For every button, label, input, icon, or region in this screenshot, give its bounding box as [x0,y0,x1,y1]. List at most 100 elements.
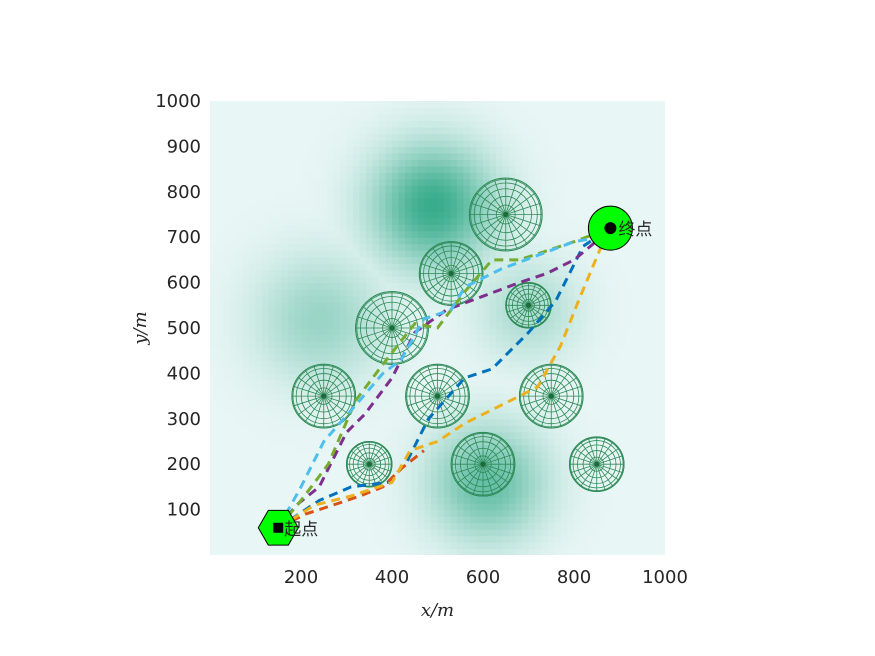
heatmap-cell [268,457,276,465]
heatmap-cell [613,334,621,342]
heatmap-cell [639,516,647,524]
heatmap-cell [242,340,250,349]
heatmap-cell [645,308,653,316]
heatmap-cell [262,295,270,303]
heatmap-cell [548,353,556,362]
heatmap-cell [580,503,588,511]
heatmap-cell [236,347,244,355]
heatmap-cell [340,451,348,459]
heatmap-cell [470,165,478,173]
heatmap-cell [216,438,224,446]
heatmap-cell [658,340,665,349]
heatmap-cell [619,334,627,342]
heatmap-cell [574,159,582,167]
heatmap-cell [385,542,393,550]
heatmap-cell [470,250,478,258]
heatmap-cell [587,250,595,258]
heatmap-cell [658,392,665,400]
heatmap-cell [288,185,296,193]
heatmap-cell [210,243,218,251]
heatmap-cell [522,457,530,465]
heatmap-cell [528,204,536,212]
heatmap-cell [450,321,458,329]
heatmap-cell [314,230,322,238]
heatmap-cell [333,425,341,433]
heatmap-cell [314,263,322,271]
heatmap-cell [288,243,296,251]
heatmap-cell [437,379,445,387]
heatmap-cell [359,535,367,543]
heatmap-cell [554,230,562,238]
heatmap-cell [418,237,426,245]
heatmap-cell [626,353,634,362]
heatmap-cell [210,496,218,504]
heatmap-cell [515,522,523,530]
heatmap-cell [489,152,497,160]
heatmap-cell [522,379,530,387]
heatmap-cell [353,185,361,193]
heatmap-cell [431,185,439,193]
heatmap-cell [593,490,601,498]
heatmap-cell [489,172,497,180]
heatmap-cell [483,107,491,115]
heatmap-cell [515,139,523,148]
heatmap-cell [327,457,335,465]
heatmap-cell [262,315,270,323]
heatmap-cell [262,276,270,284]
heatmap-cell [405,353,413,362]
heatmap-cell [476,165,484,173]
heatmap-cell [242,269,250,277]
heatmap-cell [548,243,556,251]
heatmap-cell [561,211,569,219]
heatmap-cell [372,120,380,128]
heatmap-cell [522,224,530,232]
heatmap-cell [658,542,665,550]
heatmap-cell [470,496,478,504]
heatmap-cell [255,496,263,504]
heatmap-cell [242,315,250,323]
heatmap-cell [437,347,445,355]
heatmap-cell [353,295,361,303]
heatmap-cell [288,120,296,128]
heatmap-cell [502,276,510,284]
heatmap-cell [489,256,497,264]
heatmap-cell [216,321,224,329]
heatmap-cell [587,198,595,206]
heatmap-cell [424,457,432,465]
heatmap-cell [379,522,387,530]
heatmap-cell [437,185,445,193]
heatmap-cell [288,295,296,303]
heatmap-cell [210,451,218,459]
heatmap-cell [405,107,413,115]
heatmap-cell [632,509,640,517]
heatmap-cell [535,483,543,491]
heatmap-cell [600,503,608,511]
heatmap-cell [236,204,244,212]
heatmap-cell [340,276,348,284]
heatmap-cell [242,509,250,517]
heatmap-cell [249,529,257,537]
heatmap-cell [333,334,341,342]
heatmap-cell [366,191,374,199]
heatmap-cell [210,217,218,225]
heatmap-cell [535,276,543,284]
heatmap-cell [333,165,341,173]
heatmap-cell [632,340,640,349]
heatmap-cell [457,535,465,543]
heatmap-cell [229,101,237,109]
heatmap-cell [327,276,335,284]
heatmap-cell [249,308,257,316]
heatmap-cell [398,529,406,537]
heatmap-cell [327,405,335,413]
heatmap-cell [593,548,601,555]
heatmap-cell [632,204,640,212]
heatmap-cell [314,516,322,524]
heatmap-cell [489,165,497,173]
heatmap-cell [320,542,328,550]
heatmap-cell [541,250,549,258]
heatmap-cell [249,438,257,446]
heatmap-cell [275,464,283,472]
heatmap-cell [249,366,257,375]
heatmap-cell [496,418,504,426]
heatmap-cell [281,425,289,433]
